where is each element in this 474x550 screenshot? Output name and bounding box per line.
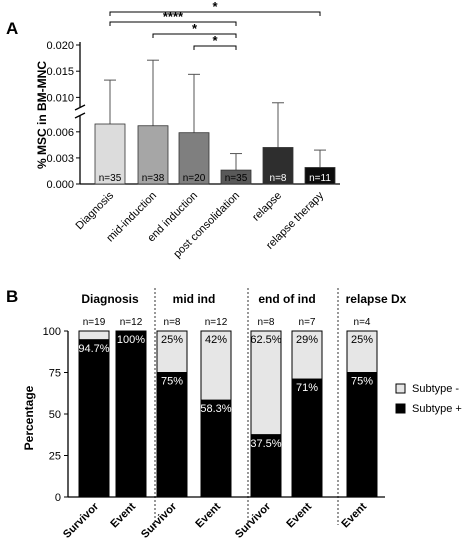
panel-b-x-label: Survivor (139, 500, 180, 541)
panel-b-n-label: n=8 (258, 317, 275, 328)
panel-b-bar-subtype-plus (346, 372, 378, 498)
panel-a-bar (304, 167, 336, 185)
panel-a-significance-bracket (152, 33, 237, 38)
panel-a-chart: 0.000 0.003 0.006 0.010 0.015 0.020 n=35 Diagno… (46, 0, 340, 260)
panel-b-ytick-label: 50 (49, 409, 61, 421)
panel-b-n-label: n=12 (120, 317, 143, 328)
panel-b-minus-label: 62.5% (250, 334, 281, 346)
panel-b-legend-swatch (395, 383, 406, 394)
panel-a-n-label: n=35 (99, 173, 122, 184)
panel-b-bar-subtype-plus (291, 378, 323, 498)
panel-b-label: B (6, 287, 18, 306)
panel-b-plus-label: 75% (351, 376, 373, 388)
panel-b-bar-subtype-minus (78, 330, 110, 341)
panel-b-ytick-label: 0 (55, 492, 61, 504)
panel-b-plus-label: 71% (296, 382, 318, 394)
panel-a-axis-break-mark (74, 104, 86, 111)
panel-b-bar-subtype-minus (156, 330, 188, 373)
panel-b-ylabel: Percentage (22, 385, 36, 450)
panel-b-legend-label: Subtype - (412, 383, 459, 395)
panel-b-minus-label: 29% (296, 334, 318, 346)
panel-b-group-title: mid ind (173, 292, 216, 306)
panel-b-x-label: Survivor (61, 500, 102, 541)
panel-b-group-title: Diagnosis (81, 292, 139, 306)
panel-b-x-label: Event (284, 500, 314, 530)
panel-a-bar (262, 147, 294, 185)
panel-a-ytick-label: 0.020 (46, 40, 74, 52)
panel-b-group-title: end of ind (258, 292, 315, 306)
panel-a-ytick-label: 0.003 (46, 153, 74, 165)
panel-b-n-label: n=8 (164, 317, 181, 328)
panel-b-x-label: Event (193, 500, 223, 530)
panel-a-ytick-label: 0.006 (46, 127, 74, 139)
panel-a-n-label: n=38 (142, 173, 165, 184)
panel-b-chart: 0 25 50 75 100 Diagnosis n=19 94.7% Survivor n=12… (43, 288, 462, 541)
panel-b-group-title: relapse Dx (346, 292, 407, 306)
panel-b-legend-label: Subtype + (412, 403, 462, 415)
panel-b-bar-subtype-plus (250, 434, 282, 498)
panel-a-ytick-label: 0.015 (46, 66, 74, 78)
panel-b-bar-subtype-minus (250, 330, 282, 436)
panel-a-n-label: n=35 (225, 173, 248, 184)
panel-a-n-label: n=8 (270, 173, 287, 184)
panel-a-significance-label: * (192, 21, 198, 36)
panel-a-n-label: n=20 (183, 173, 206, 184)
panel-a-significance-label: * (212, 0, 218, 14)
panel-b-minus-label: 25% (161, 334, 183, 346)
panel-b-x-label: Event (108, 500, 138, 530)
panel-b-ytick-label: 100 (43, 326, 61, 338)
panel-a-ylabel: % MSC in BM-MNC (35, 61, 49, 169)
panel-a-significance-label: * (212, 33, 218, 48)
panel-b-n-label: n=4 (354, 317, 371, 328)
panel-a-significance-bracket (193, 45, 237, 50)
panel-a-ytick-label: 0.010 (46, 92, 74, 104)
panel-b-bar-subtype-minus (346, 330, 378, 373)
panel-b-plus-label: 75% (161, 376, 183, 388)
panel-b-plus-label: 37.5% (250, 438, 281, 450)
panel-a-bar (94, 123, 126, 185)
panel-a-significance-label: **** (163, 9, 184, 24)
panel-b-n-label: n=7 (299, 317, 316, 328)
panel-a-bar (220, 169, 252, 185)
panel-a-significance-bracket (109, 11, 321, 16)
panel-b-plus-label: 100% (117, 334, 145, 346)
panel-a-ytick-label: 0.000 (46, 179, 74, 191)
panel-a-category-label: Diagnosis (73, 189, 116, 232)
panel-a-category-label: relapse (250, 190, 284, 224)
panel-b-bar-subtype-minus (291, 330, 323, 380)
panel-b-minus-label: 42% (205, 334, 227, 346)
panel-b-bar-subtype-plus (115, 330, 147, 498)
panel-b-bar-subtype-plus (200, 399, 232, 498)
panel-a-bar (178, 132, 210, 185)
panel-b-n-label: n=12 (205, 317, 228, 328)
panel-b-bar-subtype-plus (156, 372, 188, 498)
panel-a-label: A (6, 19, 18, 38)
panel-b-minus-label: 25% (351, 334, 373, 346)
panel-b-bar-subtype-plus (78, 339, 110, 498)
panel-a-bar (137, 125, 169, 185)
panel-a-axis-break-mark (74, 112, 86, 119)
panel-b-ytick-label: 75 (49, 368, 61, 380)
panel-b-plus-label: 94.7% (78, 343, 109, 355)
panel-b-n-label: n=19 (83, 317, 106, 328)
panel-a-n-label: n=11 (309, 173, 331, 184)
panel-b-bar-subtype-minus (200, 330, 232, 401)
panel-b-legend-swatch (395, 403, 406, 414)
panel-b-ytick-label: 25 (49, 451, 61, 463)
panel-a-significance-bracket (109, 21, 237, 26)
panel-b-plus-label: 58.3% (200, 403, 231, 415)
panel-b-x-label: Event (339, 500, 369, 530)
panel-b-x-label: Survivor (233, 500, 274, 541)
